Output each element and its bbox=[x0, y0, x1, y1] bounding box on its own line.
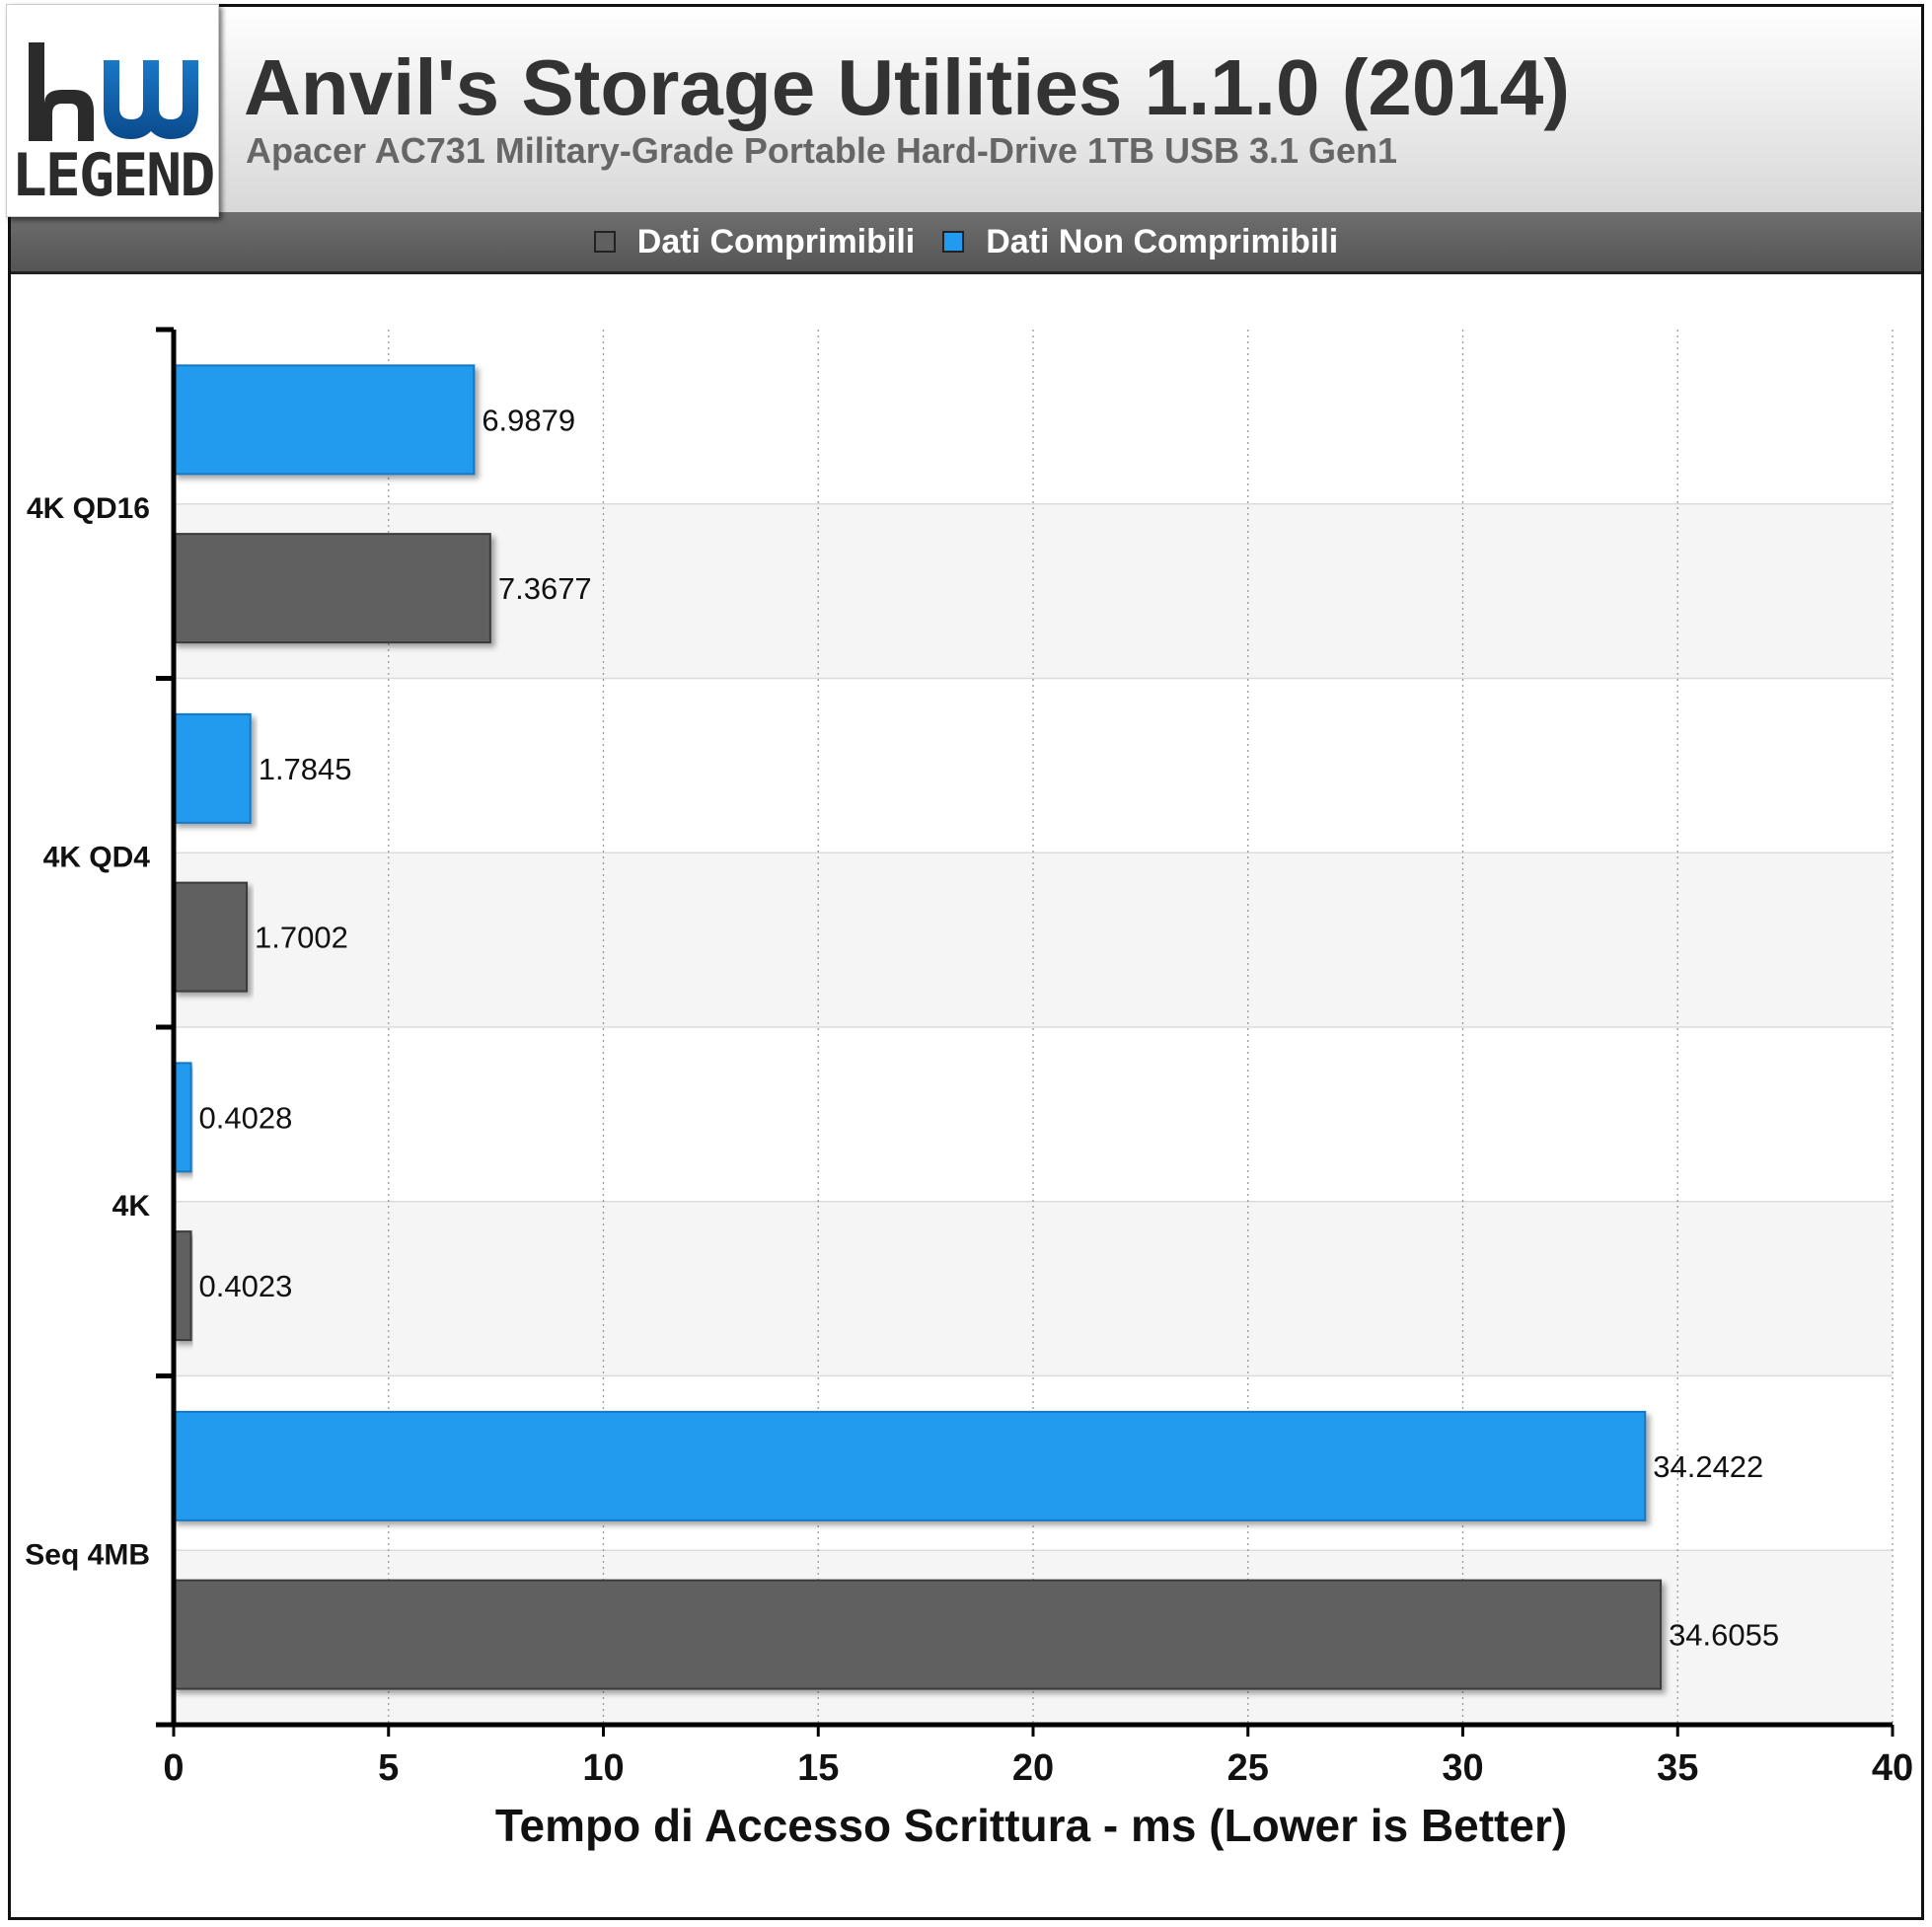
bar-value-label: 34.6055 bbox=[1669, 1618, 1779, 1653]
chart-header: Anvil's Storage Utilities 1.1.0 (2014) A… bbox=[11, 7, 1921, 215]
logo-text: LEGEND bbox=[11, 141, 216, 210]
bar-value-label: 1.7002 bbox=[255, 921, 348, 955]
bar-value-label: 0.4028 bbox=[199, 1100, 293, 1135]
y-category-label: 4K QD16 bbox=[27, 492, 150, 525]
x-tick-label: 35 bbox=[1657, 1747, 1698, 1789]
bar-compressible bbox=[173, 881, 249, 993]
bar-value-label: 34.2422 bbox=[1653, 1449, 1763, 1484]
bar-compressible bbox=[173, 1579, 1663, 1690]
chart-title: Anvil's Storage Utilities 1.1.0 (2014) bbox=[244, 43, 1570, 131]
x-tick-label: 20 bbox=[1012, 1747, 1054, 1789]
x-tick-label: 10 bbox=[582, 1747, 624, 1789]
bar-incompressible bbox=[173, 712, 252, 824]
x-tick-label: 25 bbox=[1227, 1747, 1269, 1789]
y-category-label: 4K QD4 bbox=[43, 841, 151, 873]
legend: Dati Comprimibili Dati Non Comprimibili bbox=[11, 212, 1921, 274]
x-tick-label: 0 bbox=[163, 1747, 184, 1789]
x-tick-label: 5 bbox=[378, 1747, 399, 1789]
logo-mark-icon bbox=[29, 42, 198, 141]
bar-value-label: 1.7845 bbox=[259, 752, 352, 786]
x-tick-label: 15 bbox=[797, 1747, 839, 1789]
legend-label-compressible: Dati Comprimibili bbox=[636, 222, 916, 260]
legend-swatch-incompressible bbox=[942, 231, 965, 253]
legend-swatch-compressible bbox=[593, 231, 616, 253]
bar-incompressible bbox=[173, 1062, 192, 1173]
legend-item-compressible: Dati Comprimibili bbox=[593, 222, 916, 261]
bar-value-label: 6.9879 bbox=[482, 403, 575, 437]
bar-value-label: 0.4023 bbox=[199, 1269, 293, 1303]
legend-item-incompressible: Dati Non Comprimibili bbox=[942, 223, 1338, 261]
x-tick-label: 40 bbox=[1872, 1747, 1913, 1789]
x-tick-label: 30 bbox=[1442, 1747, 1483, 1789]
bar-value-label: 7.3677 bbox=[498, 571, 592, 606]
x-axis-label: Tempo di Accesso Scrittura - ms (Lower i… bbox=[495, 1800, 1567, 1851]
bar-incompressible bbox=[173, 364, 476, 476]
chart-subtitle: Apacer AC731 Military-Grade Portable Har… bbox=[246, 130, 1398, 171]
bar-incompressible bbox=[173, 1410, 1647, 1521]
bar-compressible bbox=[173, 1230, 192, 1342]
bar-compressible bbox=[173, 533, 491, 644]
y-category-label: 4K bbox=[112, 1190, 151, 1223]
hwlegend-logo: LEGEND bbox=[6, 4, 219, 217]
y-category-label: Seq 4MB bbox=[25, 1538, 150, 1571]
legend-label-incompressible: Dati Non Comprimibili bbox=[986, 222, 1339, 260]
